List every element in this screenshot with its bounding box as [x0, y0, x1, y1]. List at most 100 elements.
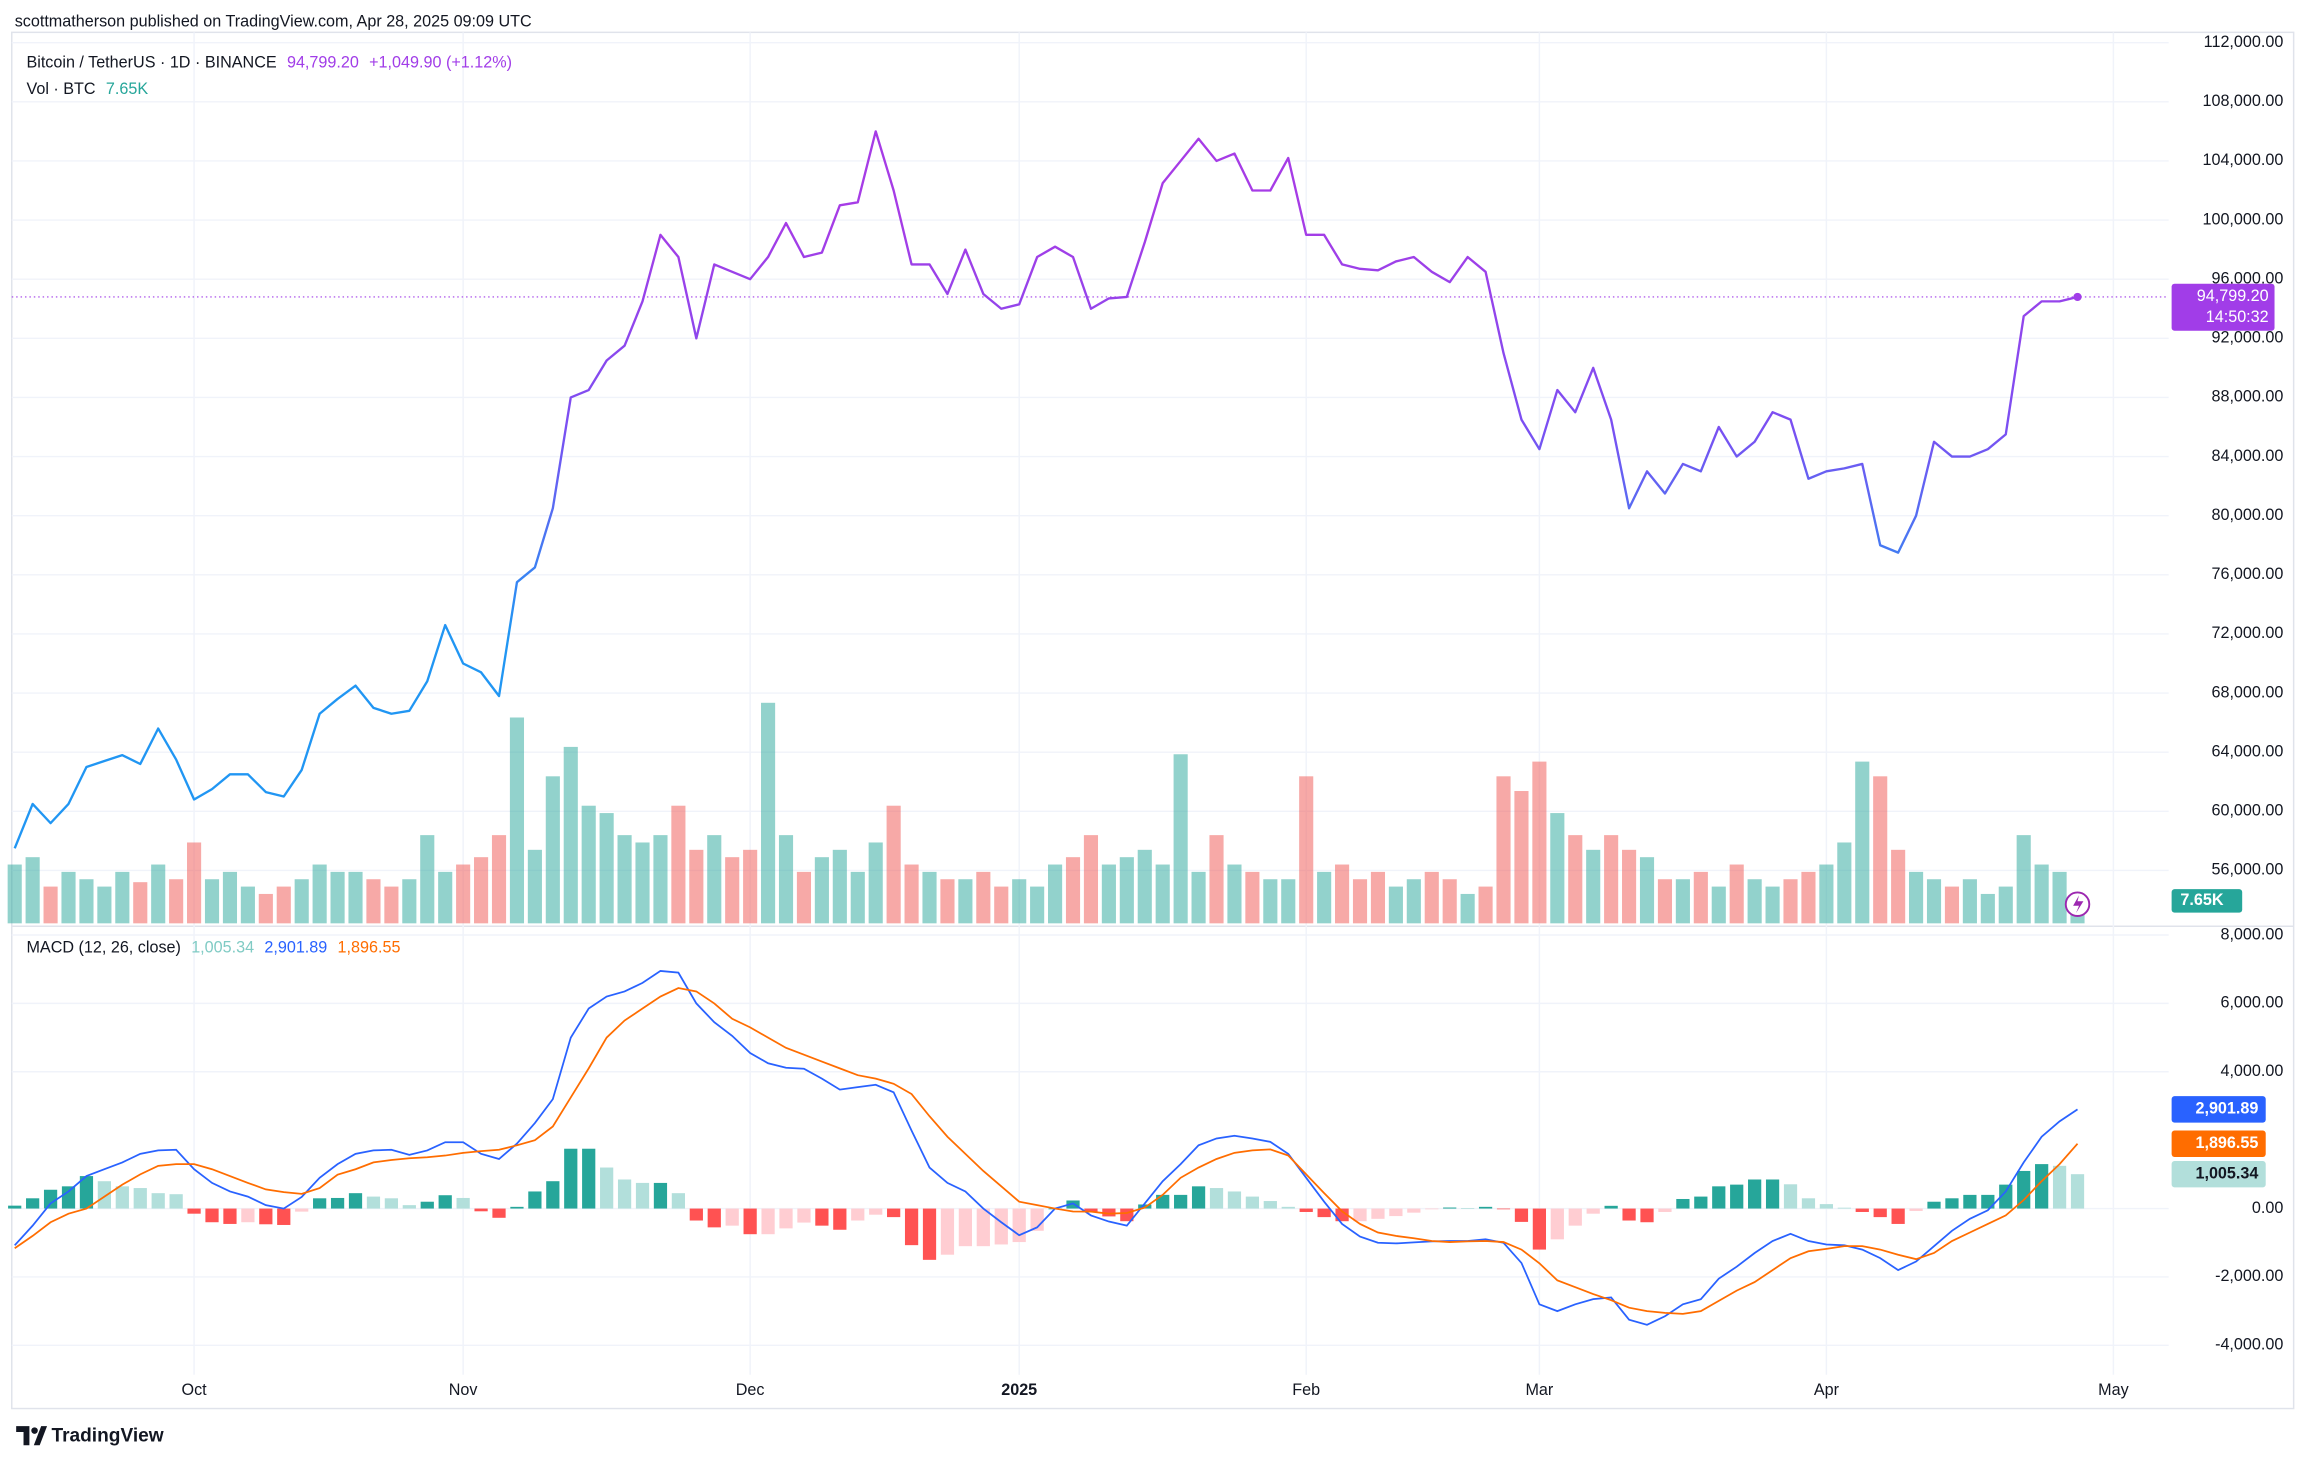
volume-bar — [1855, 761, 1870, 924]
volume-bar — [958, 879, 973, 924]
histogram-bar — [1478, 1206, 1493, 1209]
volume-bar — [868, 842, 883, 924]
histogram-bar — [115, 1186, 129, 1209]
histogram-bar — [635, 1182, 650, 1209]
histogram-bar — [510, 1206, 524, 1209]
histogram-bar — [1927, 1201, 1941, 1209]
histogram-bar — [1586, 1208, 1600, 1214]
volume-bar — [1012, 879, 1027, 924]
value-tag-bg — [2171, 1160, 2266, 1188]
histogram-bar — [330, 1197, 345, 1209]
histogram-bar — [940, 1208, 955, 1255]
histogram-bar — [671, 1193, 686, 1209]
volume-bar — [1478, 886, 1493, 924]
legend-signal: 1,896.55 — [338, 939, 401, 957]
volume-bar — [1496, 776, 1511, 924]
histogram-bar — [1209, 1188, 1224, 1209]
volume-bar — [1711, 886, 1726, 924]
histogram-bar — [1568, 1208, 1582, 1226]
volume-bar — [1980, 893, 1995, 924]
histogram-bar — [2017, 1170, 2031, 1209]
x-tick-label: May — [2098, 1381, 2129, 1399]
volume-bar — [1926, 879, 1942, 924]
histogram-bar — [313, 1198, 327, 1209]
y-tick-label: 92,000.00 — [2211, 329, 2283, 347]
x-tick-label: Mar — [1525, 1381, 1553, 1399]
y-tick-label: 72,000.00 — [2211, 624, 2283, 642]
volume-bar — [599, 813, 614, 924]
volume-bar — [743, 849, 758, 924]
volume-bar — [276, 886, 291, 924]
volume-bar — [1873, 776, 1888, 924]
chart-frame — [11, 31, 2295, 1410]
volume-bar — [7, 864, 22, 924]
volume-bar — [1030, 886, 1045, 924]
histogram-bar — [1371, 1208, 1385, 1219]
histogram-bar — [833, 1208, 847, 1230]
histogram-bar — [1963, 1194, 1977, 1209]
histogram-bar — [1012, 1208, 1026, 1243]
histogram-bar — [1317, 1208, 1331, 1218]
y-tick-label: 60,000.00 — [2211, 802, 2283, 820]
volume-bar — [1962, 879, 1977, 924]
marks — [7, 130, 2169, 1326]
histogram-bar — [169, 1194, 183, 1209]
volume-bar — [1765, 886, 1780, 924]
volume-bar — [2016, 835, 2031, 924]
volume-bar — [886, 805, 901, 924]
volume-bar — [1065, 857, 1081, 924]
histogram-bar — [761, 1208, 775, 1235]
y-tick-label: -2,000.00 — [2215, 1267, 2283, 1285]
volume-bar — [115, 871, 130, 924]
volume-bar — [384, 886, 399, 924]
last-price-dot — [2073, 292, 2082, 302]
volume-bar — [187, 842, 202, 924]
volume-bar — [1442, 879, 1457, 924]
histogram-bar — [348, 1193, 363, 1209]
y-tick-label: 112,000.00 — [2204, 33, 2284, 51]
histogram-bar — [1299, 1208, 1313, 1212]
histogram-bar — [43, 1189, 58, 1209]
histogram-bar — [1676, 1198, 1690, 1209]
volume-bar — [2052, 871, 2067, 924]
volume-bar — [79, 879, 94, 924]
volume-bar — [796, 871, 812, 924]
histogram-bar — [1855, 1208, 1869, 1212]
y-tick-label: 64,000.00 — [2211, 742, 2283, 760]
header-text: scottmatherson published on TradingView.… — [15, 12, 532, 30]
volume-bar — [1317, 871, 1332, 924]
volume-tag: 7.65K — [2180, 891, 2223, 909]
histogram-bar — [528, 1191, 542, 1209]
histogram-bar — [1640, 1208, 1654, 1223]
volume-bar — [904, 864, 919, 924]
volume-bar — [1460, 893, 1475, 924]
x-tick-label: Feb — [1292, 1381, 1320, 1399]
x-tick-label: Apr — [1814, 1381, 1840, 1399]
histogram-bar — [1174, 1194, 1188, 1209]
histogram-bar — [1156, 1194, 1170, 1209]
value-tag: 1,896.55 — [2195, 1134, 2258, 1152]
histogram-bar — [2035, 1164, 2049, 1209]
histogram-bar — [1999, 1184, 2013, 1209]
macd-line — [14, 970, 2079, 1326]
volume-bar — [1227, 864, 1242, 924]
histogram-bar — [8, 1205, 22, 1209]
histogram-bar — [1550, 1208, 1564, 1240]
volume-bar — [1155, 864, 1170, 924]
volume-bar — [366, 879, 381, 924]
histogram-bar — [1030, 1208, 1044, 1231]
histogram-bar — [2070, 1174, 2085, 1209]
histogram-bar — [456, 1197, 470, 1209]
histogram-bar — [1353, 1208, 1367, 1222]
histogram-bar — [1102, 1208, 1116, 1217]
footer-text[interactable]: TradingView — [51, 1426, 163, 1447]
grid — [11, 32, 2169, 1375]
volume-bar — [1299, 776, 1314, 924]
histogram-bar — [725, 1208, 739, 1226]
volume-bar — [1209, 835, 1224, 924]
volume-bar — [1424, 871, 1439, 924]
histogram-bar — [97, 1181, 112, 1209]
volume-bar — [169, 879, 184, 924]
histogram-bar — [582, 1148, 596, 1209]
y-tick-label: 104,000.00 — [2202, 151, 2283, 169]
